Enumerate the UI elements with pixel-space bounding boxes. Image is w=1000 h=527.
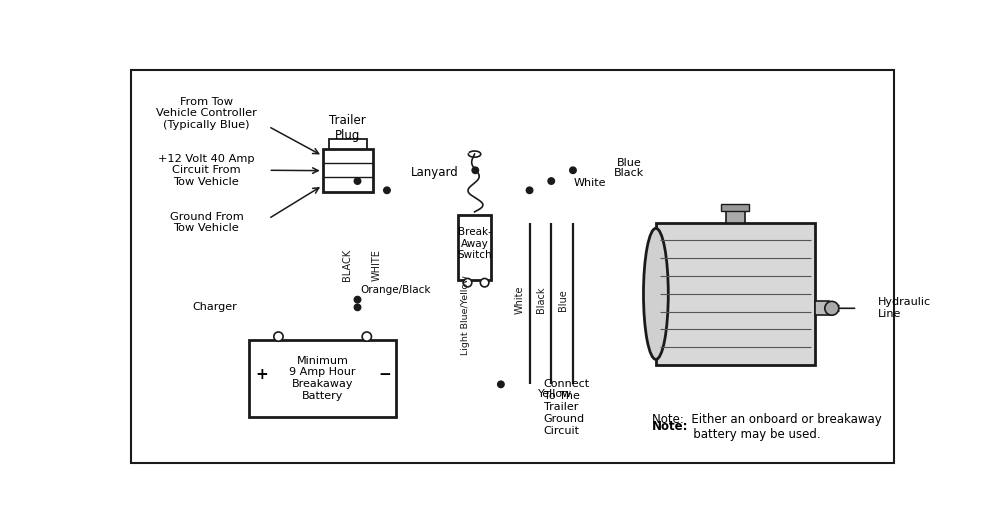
Bar xyxy=(656,222,815,365)
Text: White: White xyxy=(514,286,524,314)
Circle shape xyxy=(362,332,371,341)
Text: Black: Black xyxy=(536,286,546,313)
Text: Trailer
Plug: Trailer Plug xyxy=(329,114,366,142)
Circle shape xyxy=(825,301,839,315)
Text: WHITE: WHITE xyxy=(372,249,382,281)
Text: BLACK: BLACK xyxy=(342,249,352,281)
Circle shape xyxy=(548,178,555,184)
Bar xyxy=(323,150,373,192)
Text: Blue: Blue xyxy=(558,289,568,310)
Circle shape xyxy=(526,187,533,193)
Text: Note:  Either an onboard or breakaway
           battery may be used.: Note: Either an onboard or breakaway bat… xyxy=(652,413,882,441)
Circle shape xyxy=(472,167,479,173)
Circle shape xyxy=(570,167,576,173)
Circle shape xyxy=(463,278,472,287)
Bar xyxy=(329,140,367,150)
Text: Blue: Blue xyxy=(616,158,641,168)
Text: Light Blue/Yellow: Light Blue/Yellow xyxy=(461,275,470,355)
Text: Hydraulic
Line: Hydraulic Line xyxy=(878,298,931,319)
Text: White: White xyxy=(574,178,606,188)
Text: From Tow
Vehicle Controller
(Typically Blue): From Tow Vehicle Controller (Typically B… xyxy=(156,96,257,130)
Circle shape xyxy=(384,187,390,193)
Text: Break-
Away
Switch: Break- Away Switch xyxy=(457,227,492,260)
Text: Black: Black xyxy=(614,168,644,178)
Circle shape xyxy=(354,178,361,184)
Bar xyxy=(815,301,829,315)
Bar xyxy=(726,206,745,222)
Text: Charger: Charger xyxy=(193,302,237,313)
Circle shape xyxy=(354,304,361,310)
Text: Ground From
Tow Vehicle: Ground From Tow Vehicle xyxy=(170,212,243,233)
Bar xyxy=(249,340,396,417)
Bar xyxy=(458,215,491,280)
Text: +12 Volt 40 Amp
Circuit From
Tow Vehicle: +12 Volt 40 Amp Circuit From Tow Vehicle xyxy=(158,154,255,187)
Circle shape xyxy=(480,278,489,287)
Ellipse shape xyxy=(643,228,668,359)
Text: Minimum
9 Amp Hour
Breakaway
Battery: Minimum 9 Amp Hour Breakaway Battery xyxy=(289,356,356,401)
Text: Note:: Note: xyxy=(652,420,688,433)
Text: Yellow: Yellow xyxy=(538,388,572,398)
Text: Connect
To The
Trailer
Ground
Circuit: Connect To The Trailer Ground Circuit xyxy=(544,379,590,436)
Bar xyxy=(721,204,749,211)
Text: Lanyard: Lanyard xyxy=(411,166,459,179)
Circle shape xyxy=(498,381,504,387)
Circle shape xyxy=(274,332,283,341)
Text: −: − xyxy=(378,367,391,382)
Circle shape xyxy=(354,296,361,303)
Text: Orange/Black: Orange/Black xyxy=(361,286,431,296)
Text: +: + xyxy=(256,367,269,382)
